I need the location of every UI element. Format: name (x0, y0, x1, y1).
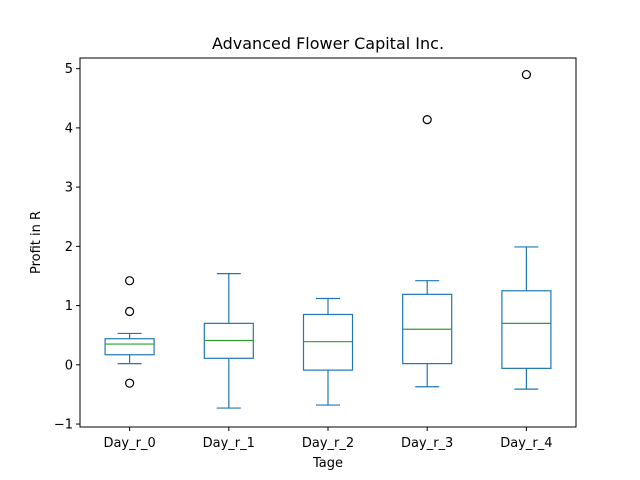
x-axis-label: Tage (312, 456, 343, 471)
iqr-box (104, 338, 155, 356)
x-axis: Day_r_0 Day_r_1 Day_r_2 Day_r_3 Day_r_4 (103, 427, 553, 451)
y-tick-label: 5 (65, 62, 73, 77)
x-tick-label: Day_r_2 (302, 436, 354, 451)
outlier-point (125, 306, 135, 317)
chart-title: Advanced Flower Capital Inc. (212, 34, 444, 53)
outlier-point (521, 69, 532, 80)
box-group (203, 272, 254, 409)
y-tick-label: 4 (65, 121, 73, 136)
box-series (104, 69, 552, 409)
y-tick-label: 0 (65, 358, 73, 373)
x-tick-label: Day_r_0 (103, 436, 155, 451)
outlier-point (125, 378, 135, 388)
y-tick-label: 1 (65, 299, 73, 314)
iqr-box (501, 290, 552, 369)
y-axis: −1 0 1 2 3 4 5 (54, 62, 80, 433)
x-tick-label: Day_r_4 (500, 436, 552, 451)
x-tick-label: Day_r_1 (203, 436, 255, 451)
y-tick-label: 3 (65, 181, 73, 196)
y-axis-label: Profit in R (29, 211, 44, 274)
box-group (104, 276, 155, 388)
y-tick-label: −1 (54, 418, 73, 433)
box-group (302, 297, 354, 406)
outlier-point (422, 114, 432, 125)
box-group (501, 69, 552, 390)
box-group (402, 114, 453, 388)
outlier-point (125, 276, 135, 286)
plot-area-frame (79, 57, 577, 428)
x-tick-label: Day_r_3 (401, 436, 453, 451)
y-tick-label: 2 (65, 240, 73, 255)
